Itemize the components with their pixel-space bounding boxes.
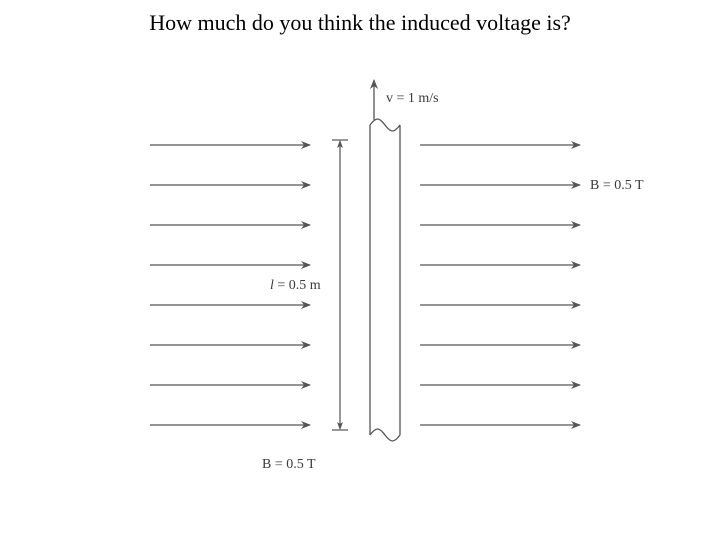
field-label-left: B = 0.5 T xyxy=(262,457,316,472)
length-label: l = 0.5 m xyxy=(270,278,321,293)
field-label-right: B = 0.5 T xyxy=(590,178,644,193)
rod-bottom-wave xyxy=(370,429,400,441)
rod-top-wave xyxy=(370,119,400,131)
question-title: How much do you think the induced voltag… xyxy=(0,10,720,36)
physics-diagram: v = 1 m/s l = 0.5 m B = 0.5 T B = 0.5 T xyxy=(0,70,720,510)
velocity-label: v = 1 m/s xyxy=(386,91,439,106)
